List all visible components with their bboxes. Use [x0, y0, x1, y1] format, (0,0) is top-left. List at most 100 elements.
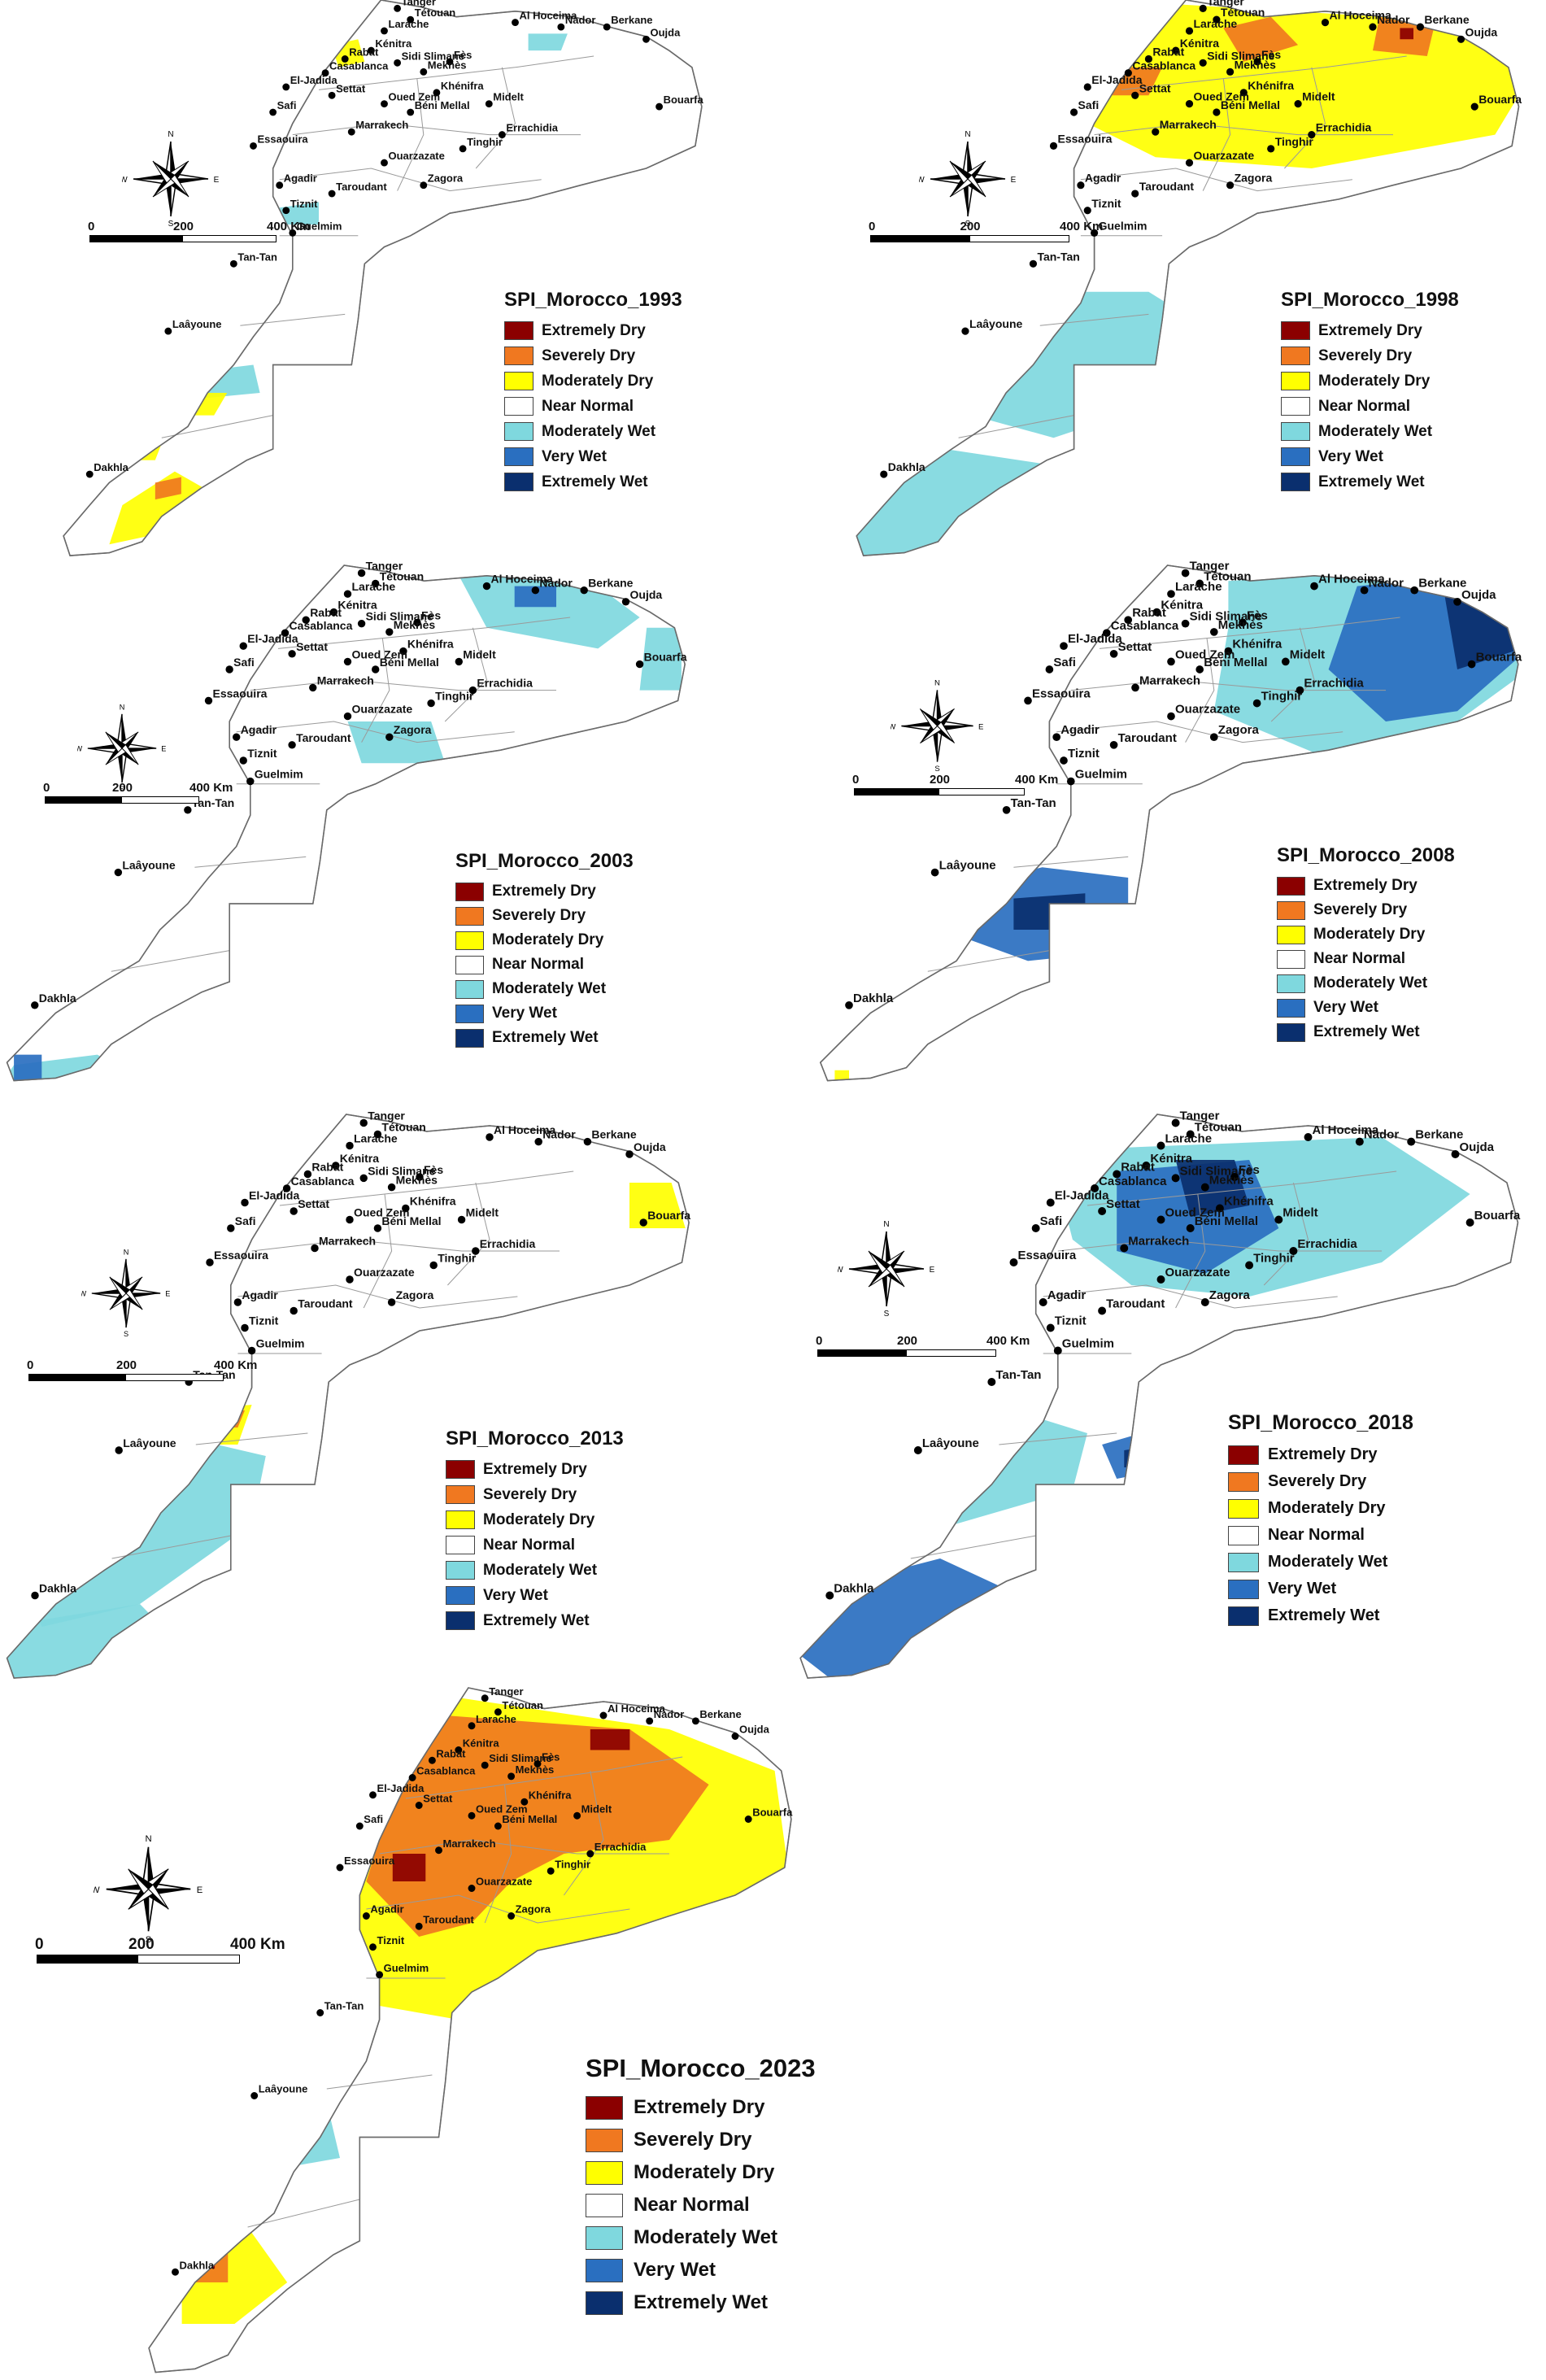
scale-tick-label: 0: [816, 1334, 823, 1348]
compass-label-e: E: [161, 745, 166, 753]
city-label-fes: Fès: [421, 608, 441, 621]
north-arrow-icon: N S E W: [838, 1220, 935, 1318]
city-label-taroudant: Taroudant: [423, 1913, 474, 1925]
legend-item: Severely Dry: [1228, 1468, 1413, 1495]
city-label-larache: Larache: [476, 1713, 516, 1725]
city-label-meknes: Meknès: [516, 1763, 555, 1776]
compass-label-n: N: [124, 1249, 129, 1256]
legend-title: SPI_Morocco_2023: [586, 2054, 816, 2082]
city-label-el-jadida: El-Jadida: [249, 1189, 299, 1202]
city-label-errachidia: Errachidia: [594, 1841, 647, 1853]
city-marker-tinghir: [1267, 145, 1275, 153]
legend-label: Extremely Wet: [1268, 1606, 1380, 1624]
city-label-rabat: Rabat: [349, 46, 379, 58]
city-marker-zagora: [1209, 733, 1218, 742]
scale-segment-black: [46, 797, 122, 803]
legend-label: Very Wet: [634, 2259, 716, 2281]
city-marker-essaouira: [336, 1863, 344, 1872]
city-label-khenifra: Khénifra: [1232, 638, 1283, 652]
city-label-essaouira: Essaouira: [1018, 1249, 1077, 1262]
city-marker-laayoune: [913, 1446, 922, 1454]
north-arrow-icon: N S E W: [77, 704, 166, 793]
legend-swatch: [1228, 1498, 1259, 1519]
city-label-kenitra: Kénitra: [463, 1737, 500, 1750]
region-boundary: [366, 1894, 630, 1924]
city-label-bouarfa: Bouarfa: [752, 1807, 793, 1819]
legend-item: Moderately Wet: [1277, 971, 1455, 996]
city-marker-sidi-slimane: [1171, 1174, 1180, 1183]
city-label-agadir: Agadir: [241, 723, 277, 736]
legend-item: Severely Dry: [504, 343, 682, 368]
city-label-marrakech: Marrakech: [355, 119, 408, 131]
legend-label: Extremely Dry: [1313, 877, 1418, 894]
city-marker-khenifra: [1239, 89, 1248, 97]
city-label-essaouira: Essaouira: [213, 687, 268, 700]
city-label-safi: Safi: [233, 656, 255, 669]
legend-label: Moderately Dry: [634, 2161, 775, 2183]
city-label-khenifra: Khénifra: [407, 638, 454, 651]
scale-segment-black: [90, 236, 183, 242]
scale-segment-white: [969, 236, 1069, 242]
city-marker-khenifra: [1215, 1204, 1224, 1213]
compass-label-n: N: [168, 130, 173, 139]
legend-swatch: [455, 1028, 484, 1048]
city-marker-el-jadida: [239, 642, 247, 650]
city-marker-agadir: [1052, 733, 1061, 742]
city-marker-el-jadida: [282, 83, 290, 91]
city-label-tetouan: Tétouan: [1195, 1121, 1242, 1135]
spi-patch: [639, 627, 682, 691]
legend-item: Near Normal: [455, 952, 634, 977]
region-boundary: [1202, 78, 1231, 191]
legend-item: Moderately Dry: [1281, 368, 1459, 394]
city-label-dakhla: Dakhla: [94, 461, 128, 473]
city-marker-meknes: [1226, 68, 1235, 76]
spi-patch: [459, 575, 640, 649]
city-marker-safi: [1069, 108, 1078, 116]
legend-item: Moderately Dry: [586, 2156, 816, 2189]
city-marker-el-jadida: [1060, 642, 1068, 651]
region-boundary: [277, 617, 571, 649]
city-label-agadir: Agadir: [242, 1288, 278, 1301]
spi-patch: [629, 1183, 686, 1228]
scale-tick-label: 0: [852, 773, 860, 787]
city-label-oued-zem: Oued Zem: [354, 1206, 409, 1219]
city-label-tanger: Tanger: [489, 1685, 523, 1698]
city-marker-sidi-slimane: [481, 1761, 489, 1769]
legend-item: Moderately Dry: [446, 1507, 624, 1532]
city-marker-oujda: [642, 35, 650, 43]
legend-item: Near Normal: [586, 2189, 816, 2221]
legend-swatch: [586, 2258, 623, 2282]
legend-item: Extremely Dry: [1228, 1441, 1413, 1468]
city-label-beni-mellal: Béni Mellal: [502, 1813, 557, 1825]
region-boundary: [1013, 856, 1129, 868]
north-arrow-icon: N S E W: [891, 679, 983, 773]
city-marker-guelmim: [1066, 777, 1075, 786]
city-marker-bouarfa: [1465, 1218, 1474, 1227]
city-marker-kenitra: [332, 1162, 340, 1170]
legend-swatch: [586, 2128, 623, 2152]
scale-bar: 0 200 400 Km: [88, 220, 310, 242]
city-marker-zagora: [385, 733, 394, 741]
city-marker-tiznit: [1046, 1323, 1055, 1332]
legend-item: Severely Dry: [586, 2124, 816, 2156]
legend-label: Near Normal: [483, 1536, 575, 1554]
scale-segment-white: [183, 236, 276, 242]
city-marker-midelt: [573, 1811, 581, 1820]
city-marker-khenifra: [1224, 647, 1233, 656]
city-label-dakhla: Dakhla: [853, 992, 894, 1005]
city-marker-tinghir: [427, 699, 435, 708]
city-label-el-jadida: El-Jadida: [1068, 632, 1122, 646]
city-marker-safi: [269, 108, 277, 116]
city-marker-meknes: [507, 1772, 516, 1781]
city-marker-bouarfa: [639, 1218, 647, 1227]
city-marker-settat: [290, 1207, 298, 1215]
city-marker-settat: [288, 650, 296, 658]
city-label-khenifra: Khénifra: [410, 1195, 456, 1208]
city-marker-oujda: [731, 1733, 739, 1740]
city-marker-tiznit: [369, 1943, 377, 1951]
city-label-laayoune: Laâyoune: [122, 859, 176, 872]
city-label-fes: Fès: [542, 1751, 560, 1763]
city-marker-khenifra: [399, 647, 407, 656]
